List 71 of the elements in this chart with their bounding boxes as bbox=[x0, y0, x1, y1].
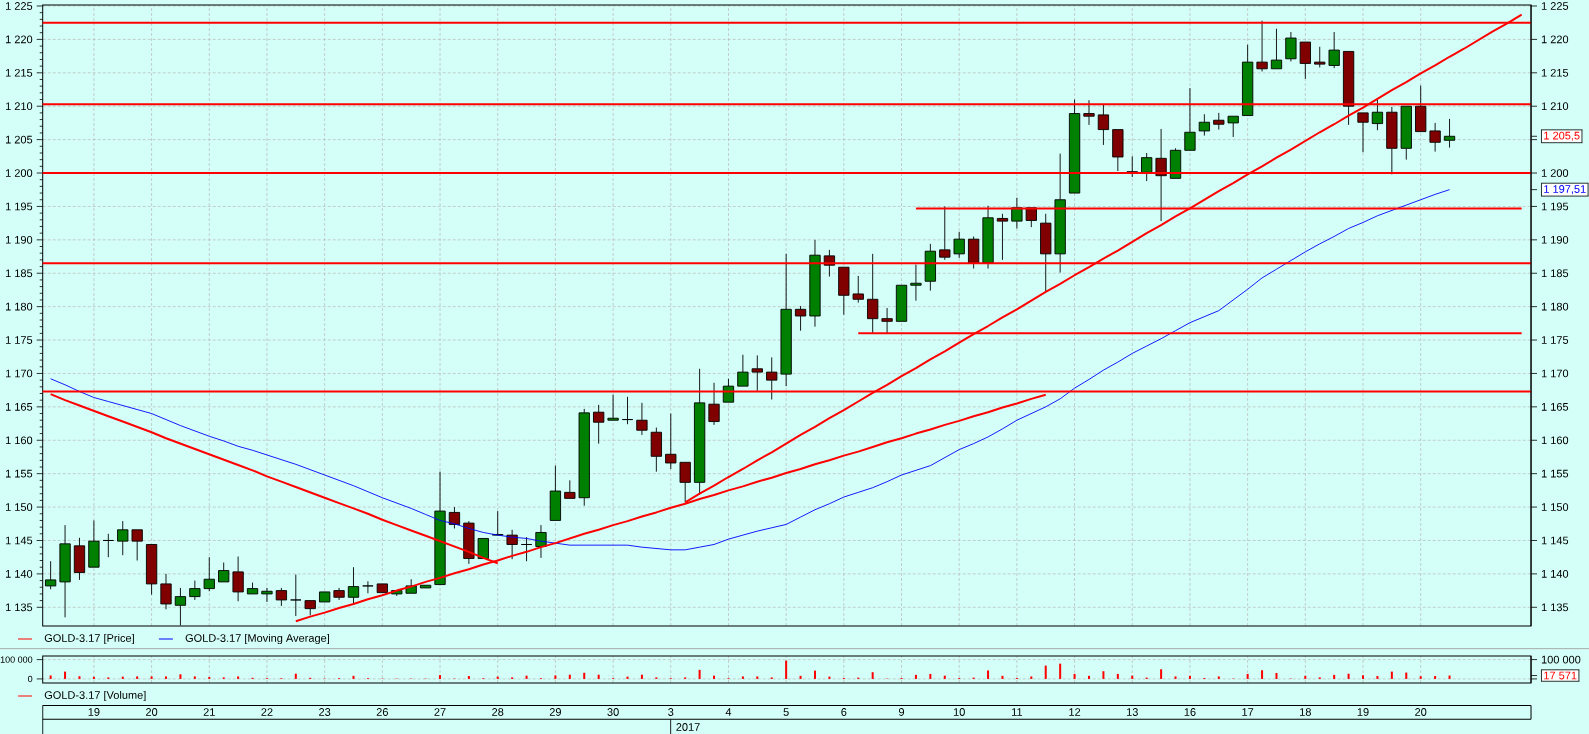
x-tick-label: 9 bbox=[898, 708, 905, 716]
x-tick-label: 28 bbox=[492, 708, 504, 716]
x-tick-label: 18 bbox=[1300, 708, 1311, 716]
y2-tick-label: 1 210 bbox=[1541, 102, 1569, 111]
y-tick-label: 1 175 bbox=[5, 336, 33, 344]
x-tick-label: 10 bbox=[953, 708, 965, 716]
y2-tick-label: 1 215 bbox=[1541, 68, 1569, 77]
y2-tick-label: 1 135 bbox=[1541, 603, 1569, 612]
x-tick-label: 16 bbox=[1184, 708, 1196, 716]
x-tick-label: 13 bbox=[1126, 708, 1138, 716]
y2-tick-label: 1 185 bbox=[1541, 269, 1569, 278]
x-tick-label: 21 bbox=[203, 708, 215, 716]
y2-tick-label: 1 225 bbox=[1541, 2, 1569, 10]
y2-tick-label: 17 571 bbox=[1544, 671, 1577, 680]
x-tick-label: 6 bbox=[841, 708, 847, 716]
y-tick-label: 1 225 bbox=[5, 2, 33, 10]
y-tick-label: 100 000 bbox=[0, 656, 33, 663]
y-tick-label: 1 200 bbox=[5, 169, 33, 177]
x-tick-label: 27 bbox=[434, 708, 446, 716]
legend-label: GOLD-3.17 [Volume] bbox=[44, 690, 146, 702]
y-tick-label: 1 220 bbox=[5, 35, 33, 44]
y-tick-label: 1 150 bbox=[5, 503, 33, 511]
y-tick-label: 1 135 bbox=[5, 603, 33, 612]
y2-tick-label: 100 000 bbox=[1541, 655, 1581, 664]
y2-tick-label: 1 175 bbox=[1541, 336, 1569, 344]
y2-tick-label: 1 170 bbox=[1541, 369, 1569, 378]
y2-tick-label: 1 165 bbox=[1541, 402, 1569, 411]
x-tick-label: 17 bbox=[1242, 708, 1254, 716]
x-tick-label: 22 bbox=[261, 708, 273, 716]
x-tick-label: 26 bbox=[376, 708, 388, 716]
y2-tick-label: 1 197,51 bbox=[1544, 185, 1586, 195]
x-tick-label: 19 bbox=[1357, 708, 1369, 716]
y2-tick-label: 1 155 bbox=[1541, 469, 1569, 478]
x-tick-label: 20 bbox=[146, 708, 158, 716]
y-tick-label: 1 195 bbox=[5, 202, 33, 211]
y2-tick-label: 1 160 bbox=[1541, 436, 1569, 445]
y2-tick-label: 1 180 bbox=[1541, 302, 1569, 311]
text: 2017 bbox=[676, 723, 700, 731]
y-tick-label: 1 205 bbox=[5, 135, 33, 144]
y-tick-label: 1 155 bbox=[5, 469, 33, 478]
text: GOLD-3.17 [Price] bbox=[44, 633, 134, 645]
y-tick-label: 1 165 bbox=[5, 402, 33, 411]
x-tick-label: 23 bbox=[319, 708, 331, 716]
x-tick-label: 20 bbox=[1415, 708, 1427, 716]
x-tick-label: 4 bbox=[725, 708, 732, 716]
y-tick-label: 1 180 bbox=[5, 302, 33, 311]
y-tick-label: 1 185 bbox=[5, 269, 33, 278]
x-tick-label: 12 bbox=[1069, 708, 1081, 716]
x-tick-label: 30 bbox=[607, 708, 619, 716]
y-tick-label: 1 210 bbox=[5, 102, 33, 111]
y2-tick-label: 1 205,5 bbox=[1544, 131, 1580, 141]
y2-tick-label: 1 140 bbox=[1541, 570, 1569, 578]
x-tick-label: 3 bbox=[668, 708, 674, 716]
x-tick-label: 11 bbox=[1012, 708, 1023, 716]
y2-tick-label: 1 200 bbox=[1541, 169, 1569, 177]
legend-label: GOLD-3.17 [Moving Average] bbox=[185, 633, 329, 645]
x-tick-label: 19 bbox=[88, 708, 100, 716]
x-tick-label: 29 bbox=[549, 708, 561, 716]
y-tick-label: 1 190 bbox=[5, 235, 33, 244]
y-tick-label: 1 140 bbox=[5, 570, 33, 578]
y2-tick-label: 1 190 bbox=[1541, 235, 1569, 244]
y2-tick-label: 1 145 bbox=[1541, 536, 1569, 545]
y-tick-label: 1 170 bbox=[5, 369, 33, 378]
y2-tick-label: 1 150 bbox=[1541, 503, 1569, 511]
y2-tick-label: 1 220 bbox=[1541, 35, 1569, 44]
y2-tick-label: 1 195 bbox=[1541, 202, 1569, 211]
y-tick-label: 1 145 bbox=[5, 536, 33, 545]
y-tick-label: 1 160 bbox=[5, 436, 33, 445]
x-tick-label: 5 bbox=[783, 708, 789, 716]
y-tick-label: 1 215 bbox=[5, 68, 33, 77]
y-tick-label: 0 bbox=[28, 675, 33, 683]
